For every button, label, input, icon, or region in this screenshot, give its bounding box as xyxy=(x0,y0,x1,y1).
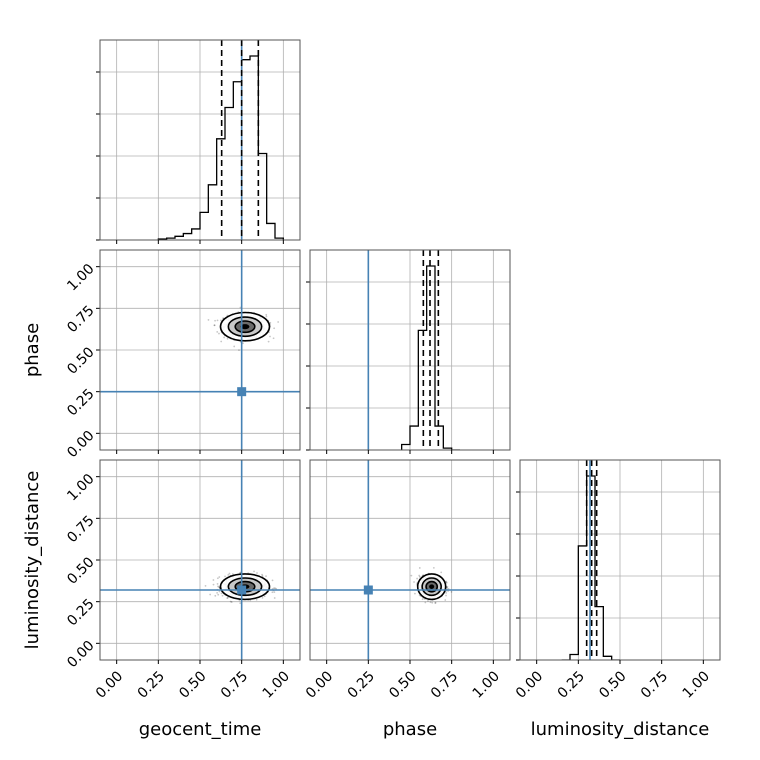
y-tick-label: 0.50 xyxy=(64,344,97,377)
x-tick-label: 0.75 xyxy=(428,668,461,701)
histogram-geocent_time xyxy=(157,55,284,240)
y-tick-label: 0.00 xyxy=(64,428,97,461)
y-tick-label: 1.00 xyxy=(64,471,97,504)
density-contour xyxy=(429,584,435,589)
y-tick-label: 0.25 xyxy=(64,596,97,629)
x-axis-label-geocent_time: geocent_time xyxy=(139,719,262,740)
x-tick-label: 0.25 xyxy=(555,668,588,701)
y-axis-label-phase: phase xyxy=(22,323,43,377)
x-tick-label: 1.00 xyxy=(470,668,503,701)
x-tick-label: 0.50 xyxy=(596,668,629,701)
truth-marker xyxy=(237,585,247,595)
x-tick-label: 0.25 xyxy=(135,668,168,701)
y-tick-label: 1.00 xyxy=(64,261,97,294)
x-tick-label: 0.75 xyxy=(218,668,251,701)
x-axis-label-phase: phase xyxy=(383,719,437,740)
x-axis-label-luminosity_distance: luminosity_distance xyxy=(531,719,710,740)
y-axis-label-luminosity_distance: luminosity_distance xyxy=(22,471,43,650)
x-tick-label: 0.50 xyxy=(176,668,209,701)
panel-phase-luminosity_distance: 0.00 0.25 0.50 0.75 1.00 xyxy=(303,459,511,702)
histogram-luminosity_distance xyxy=(561,475,620,660)
panel-geocent_time-geocent_time xyxy=(96,39,301,244)
truth-marker xyxy=(363,585,373,595)
panel-phase-phase xyxy=(306,249,511,454)
x-tick-label: 1.00 xyxy=(260,668,293,701)
density-contour xyxy=(240,324,250,330)
panel-geocent_time-phase: 0.00 0.25 0.50 0.75 1.00 xyxy=(64,249,301,461)
x-tick-label: 0.00 xyxy=(303,668,336,701)
x-tick-label: 1.00 xyxy=(680,668,713,701)
x-tick-label: 0.50 xyxy=(386,668,419,701)
y-tick-label: 0.00 xyxy=(64,638,97,671)
histogram-phase xyxy=(401,265,460,450)
x-tick-label: 0.00 xyxy=(93,668,126,701)
y-tick-label: 0.50 xyxy=(64,554,97,587)
x-tick-label: 0.75 xyxy=(638,668,671,701)
y-tick-label: 0.75 xyxy=(64,303,97,336)
truth-marker xyxy=(237,387,247,397)
y-tick-label: 0.25 xyxy=(64,386,97,419)
panel-luminosity_distance-luminosity_distance: 0.00 0.25 0.50 0.75 1.00 xyxy=(513,459,721,702)
y-tick-label: 0.75 xyxy=(64,513,97,546)
x-tick-label: 0.00 xyxy=(513,668,546,701)
x-tick-label: 0.25 xyxy=(345,668,378,701)
panel-geocent_time-luminosity_distance: 0.000.250.500.751.000.00 0.25 0.50 0.75 1.00 xyxy=(64,459,301,702)
